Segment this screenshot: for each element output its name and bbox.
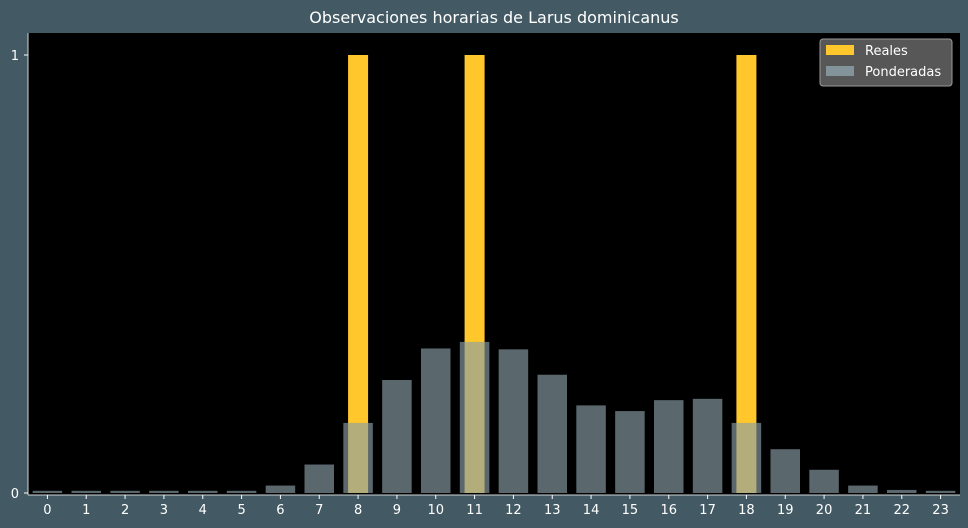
x-tick-label: 1 [82, 503, 90, 518]
bar-ponderadas-16 [653, 400, 684, 493]
x-tick-label: 4 [199, 503, 207, 518]
legend: Reales Ponderadas [819, 38, 953, 87]
bar-reales-18 [736, 55, 757, 493]
x-tick-label: 21 [855, 503, 872, 518]
bar-ponderadas-5 [226, 490, 257, 493]
bar-ponderadas-13 [537, 374, 568, 493]
y-tick-label: 0 [11, 487, 19, 502]
bar-ponderadas-3 [149, 490, 179, 493]
legend-label-ponderadas: Ponderadas [865, 65, 941, 80]
bar-ponderadas-1 [71, 490, 102, 493]
x-tick-label: 16 [660, 503, 677, 518]
x-tick-label: 9 [393, 503, 401, 518]
bar-ponderadas-8 [343, 422, 373, 493]
x-tick-label: 22 [893, 503, 910, 518]
legend-swatch-reales [826, 45, 854, 55]
x-tick-label: 6 [276, 503, 284, 518]
x-tick-label: 3 [160, 503, 168, 518]
bar-ponderadas-0 [32, 490, 63, 493]
bar-ponderadas-22 [886, 489, 917, 493]
legend-swatch-ponderadas [826, 66, 854, 76]
x-tick-label: 11 [466, 503, 483, 518]
bar-ponderadas-12 [498, 349, 529, 493]
x-tick-label: 2 [121, 503, 129, 518]
bar-ponderadas-21 [848, 485, 878, 493]
x-tick-label: 19 [777, 503, 794, 518]
plot-area [28, 33, 960, 495]
bar-ponderadas-20 [809, 469, 839, 493]
bar-ponderadas-18 [731, 422, 762, 493]
bar-ponderadas-19 [770, 449, 801, 493]
bar-ponderadas-7 [304, 464, 335, 493]
x-tick-label: 8 [354, 503, 362, 518]
x-tick-label: 5 [237, 503, 245, 518]
chart-title: Observaciones horarias de Larus dominica… [309, 8, 679, 27]
x-tick-label: 7 [315, 503, 323, 518]
x-tick-label: 14 [583, 503, 600, 518]
bar-ponderadas-6 [265, 485, 296, 493]
x-tick-label: 17 [699, 503, 716, 518]
bar-ponderadas-23 [925, 490, 956, 493]
bar-ponderadas-4 [187, 490, 218, 493]
x-tick-label: 15 [622, 503, 639, 518]
x-tick-label: 12 [505, 503, 522, 518]
legend-label-reales: Reales [865, 44, 908, 59]
bar-reales-8 [348, 55, 369, 493]
bar-ponderadas-2 [110, 490, 140, 493]
x-tick-label: 18 [738, 503, 755, 518]
bar-ponderadas-17 [692, 398, 723, 493]
bar-ponderadas-14 [576, 405, 606, 493]
x-tick-label: 20 [816, 503, 833, 518]
x-tick-label: 23 [932, 503, 949, 518]
y-tick-label: 1 [11, 49, 19, 64]
x-tick-label: 0 [43, 503, 51, 518]
bars-layer [32, 55, 956, 493]
x-tick-label: 13 [544, 503, 561, 518]
bar-ponderadas-9 [382, 379, 412, 493]
x-tick-label: 10 [427, 503, 444, 518]
bar-ponderadas-10 [420, 348, 451, 493]
bar-ponderadas-11 [459, 341, 490, 493]
bar-ponderadas-15 [615, 411, 645, 493]
